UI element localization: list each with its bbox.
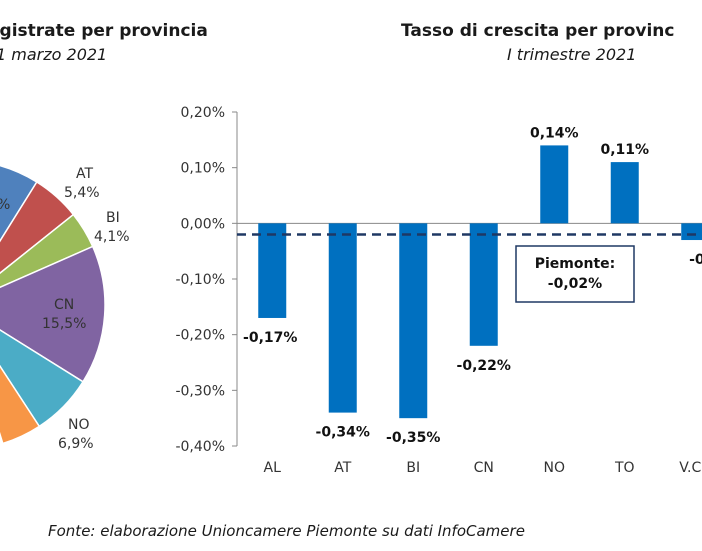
- pie-slice-partial-2: [0, 364, 41, 445]
- pie-slice-partial-1: [0, 164, 38, 243]
- data-label: -0,35%: [386, 430, 440, 446]
- data-label: -0,17%: [243, 330, 297, 346]
- data-label: -0,34%: [316, 425, 370, 441]
- bar-al: [258, 223, 287, 318]
- pie-chart-subtitle: 1 marzo 2021: [0, 45, 108, 64]
- reference-label-box: [515, 245, 635, 303]
- x-tick-label: NO: [544, 460, 566, 476]
- data-label: 0,14%: [530, 125, 579, 141]
- y-tick-label: -0,10%: [175, 272, 225, 288]
- y-tick-label: -0,20%: [175, 328, 225, 344]
- x-tick-label: TO: [614, 460, 635, 476]
- pie-label-cn-name: CN: [54, 297, 74, 313]
- x-tick-label: AL: [264, 460, 282, 476]
- pie-label-cn-value: 15,5%: [42, 316, 86, 332]
- pie-label-partial: %: [0, 197, 10, 213]
- bar-no: [540, 145, 569, 224]
- y-tick-label: 0,20%: [181, 105, 225, 121]
- pie-label-at-name: AT: [76, 166, 93, 182]
- y-tick-label: -0,40%: [175, 439, 225, 455]
- bar-cn: [469, 223, 498, 346]
- x-tick-label: CN: [474, 460, 494, 476]
- x-tick-label: BI: [406, 460, 420, 476]
- reference-label-line1: Piemonte:: [535, 256, 616, 272]
- data-label: -0,03: [689, 252, 702, 268]
- pie-label-no-name: NO: [68, 417, 90, 433]
- x-tick-label: AT: [334, 460, 351, 476]
- bar-vco: [681, 223, 702, 241]
- source-note: Fonte: elaborazione Unioncamere Piemonte…: [48, 522, 525, 540]
- bar-chart-subtitle: I trimestre 2021: [507, 45, 637, 64]
- pie-label-bi-value: 4,1%: [94, 229, 130, 245]
- reference-label-line2: -0,02%: [548, 276, 602, 292]
- bar-bi: [399, 223, 428, 419]
- pie-label-at-value: 5,4%: [64, 185, 100, 201]
- y-tick-label: 0,10%: [181, 161, 225, 177]
- y-tick-label: -0,30%: [175, 383, 225, 399]
- data-label: -0,22%: [457, 358, 511, 374]
- bar-chart-title: Tasso di crescita per provinc: [401, 21, 675, 41]
- pie-slice-cn: [0, 245, 106, 383]
- data-label: 0,11%: [600, 142, 649, 158]
- x-tick-label: V.C.(: [679, 460, 702, 476]
- pie-label-no-value: 6,9%: [58, 436, 94, 452]
- bar-at: [328, 223, 357, 413]
- pie-label-bi-name: BI: [106, 210, 120, 226]
- y-tick-label: 0,00%: [181, 216, 225, 232]
- bar-to: [610, 162, 639, 224]
- pie-chart-title: egistrate per provincia: [0, 21, 208, 41]
